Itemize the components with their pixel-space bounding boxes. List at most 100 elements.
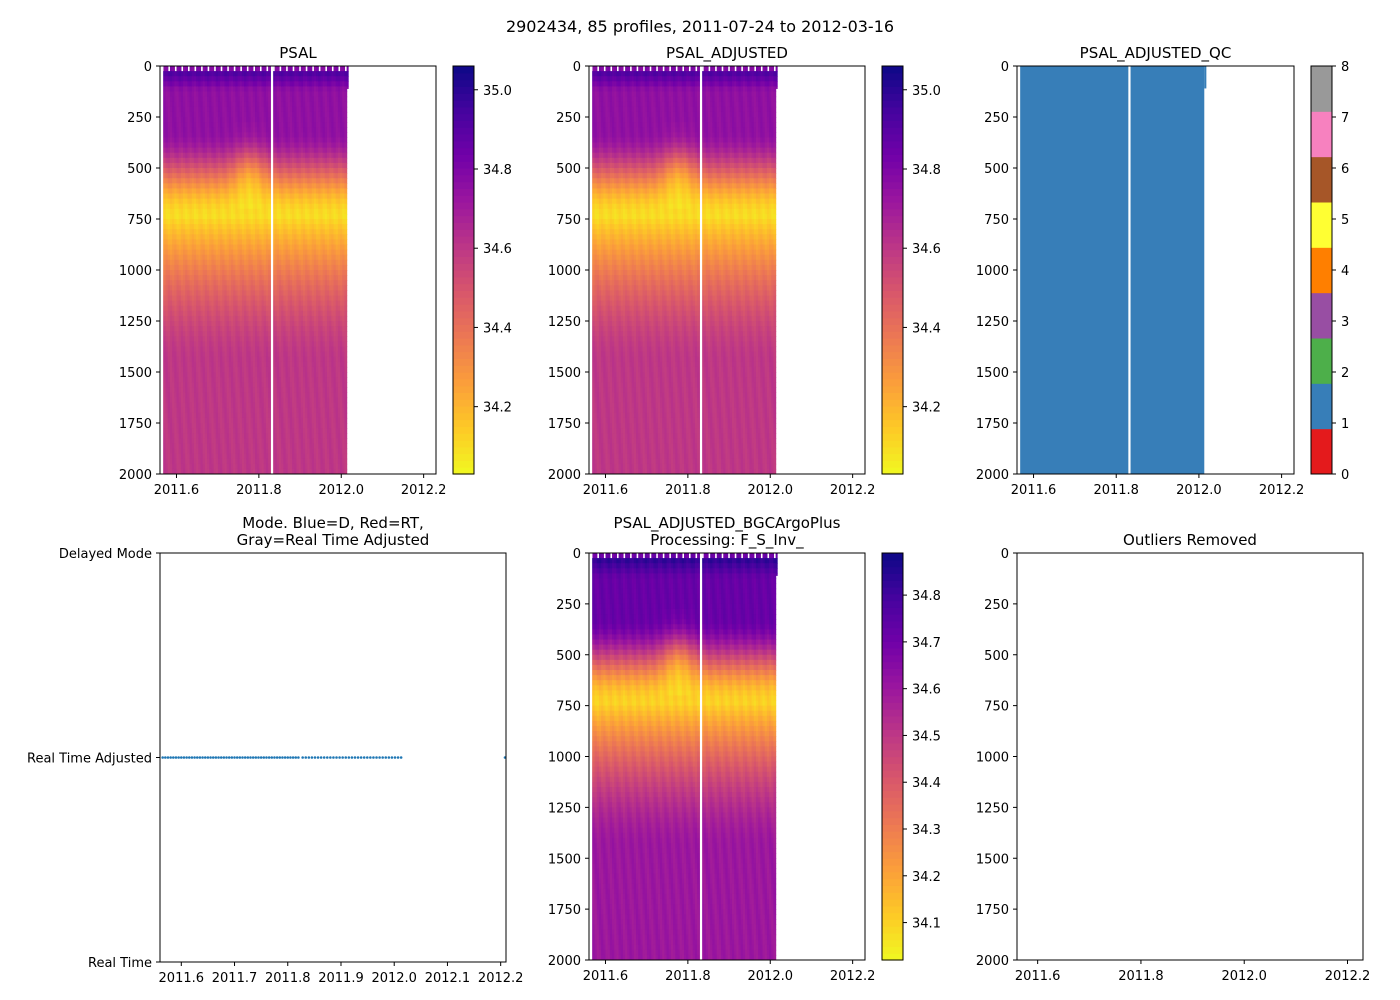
psal-cell	[274, 382, 278, 388]
psal-cell	[237, 321, 241, 327]
psal-cell	[196, 412, 199, 419]
psal-cell	[202, 331, 206, 337]
psal-cell	[196, 81, 199, 87]
psal-cell	[294, 458, 298, 465]
psal-cell	[217, 366, 221, 373]
psal-cell	[180, 305, 184, 312]
psal-cell	[289, 443, 293, 450]
psal-cell	[255, 81, 258, 87]
psal-cell	[193, 387, 197, 393]
psal-cell	[169, 142, 173, 149]
psal-cell	[294, 239, 298, 246]
psal-cell	[172, 280, 175, 286]
psal-cell	[246, 423, 250, 429]
psal-cell	[224, 178, 228, 184]
psal-cell	[248, 86, 252, 93]
psal-cell	[165, 295, 169, 302]
psal-cell	[187, 234, 191, 240]
psal-cell	[281, 366, 284, 373]
psal-cell	[250, 239, 254, 246]
psal-cell	[174, 407, 178, 414]
psal-cell	[255, 407, 258, 414]
psal-cell	[224, 96, 228, 103]
psal-cell	[180, 300, 184, 307]
psal-cell	[209, 443, 212, 450]
psal-cell	[228, 397, 232, 404]
psal-cell	[252, 280, 256, 286]
psal-cell	[176, 137, 180, 144]
psal-cell	[185, 407, 189, 414]
psal-cell	[274, 254, 278, 261]
psal-cell	[180, 254, 184, 261]
psal-cell	[183, 361, 186, 368]
psal-cell	[241, 106, 245, 113]
psal-cell	[228, 239, 232, 246]
psal-cell	[226, 443, 230, 450]
psal-cell	[231, 66, 234, 72]
psal-cell	[261, 86, 265, 93]
psal-cell	[224, 428, 228, 434]
psal-cell	[191, 372, 195, 378]
psal-cell	[287, 86, 291, 93]
psal-cell	[268, 96, 271, 103]
psal-cell	[268, 356, 271, 363]
psal-cell	[220, 168, 223, 174]
psal-cell	[202, 117, 206, 123]
psal-cell	[279, 356, 282, 363]
psal-cell	[174, 249, 178, 256]
psal-cell	[265, 438, 269, 444]
psal-cell	[296, 341, 300, 348]
psal-cell	[211, 173, 215, 179]
psal-cell	[287, 321, 291, 327]
psal-cell	[268, 188, 271, 195]
psal-cell	[207, 91, 210, 98]
psal-cell	[281, 106, 284, 113]
psal-cell	[289, 66, 293, 72]
psal-cell	[252, 428, 256, 434]
psal-cell	[261, 310, 265, 317]
psal-cell	[279, 428, 282, 434]
psal-cell	[193, 162, 197, 169]
psal-cell	[294, 290, 298, 297]
psal-cell	[228, 106, 232, 113]
psal-cell	[224, 142, 228, 149]
psal-cell	[287, 270, 291, 276]
psal-cell	[198, 428, 202, 434]
psal-cell	[244, 468, 247, 474]
psal-cell	[180, 468, 184, 474]
psal-cell	[189, 336, 193, 342]
psal-cell	[226, 351, 230, 358]
psal-cell	[294, 428, 298, 434]
psal-cell	[237, 183, 241, 189]
psal-cell	[289, 417, 293, 424]
psal-cell	[283, 91, 287, 98]
psal-cell	[211, 351, 215, 358]
psal-cell	[207, 331, 210, 337]
psal-cell	[169, 224, 173, 230]
psal-cell	[169, 96, 173, 103]
psal-cell	[235, 229, 239, 235]
psal-cell	[172, 423, 175, 429]
psal-cell	[189, 147, 193, 154]
psal-cell	[202, 173, 206, 179]
psal-cell	[196, 290, 199, 297]
psal-cell	[272, 412, 276, 419]
psal-cell	[169, 81, 173, 87]
psal-cell	[259, 417, 263, 424]
psal-cell	[274, 336, 278, 342]
psal-cell	[207, 361, 210, 368]
psal-cell	[261, 361, 265, 368]
psal-cell	[274, 270, 278, 276]
psal-cell	[239, 111, 243, 118]
psal-cell	[281, 428, 284, 434]
psal-cell	[263, 86, 267, 93]
psal-cell	[165, 387, 169, 393]
psal-cell	[174, 122, 178, 128]
psal-cell	[276, 448, 280, 455]
psal-cell	[217, 229, 221, 235]
psal-cell	[189, 382, 193, 388]
psal-cell	[196, 423, 199, 429]
psal-cell	[183, 229, 186, 235]
psal-cell	[246, 229, 250, 235]
psal-cell	[287, 127, 291, 133]
